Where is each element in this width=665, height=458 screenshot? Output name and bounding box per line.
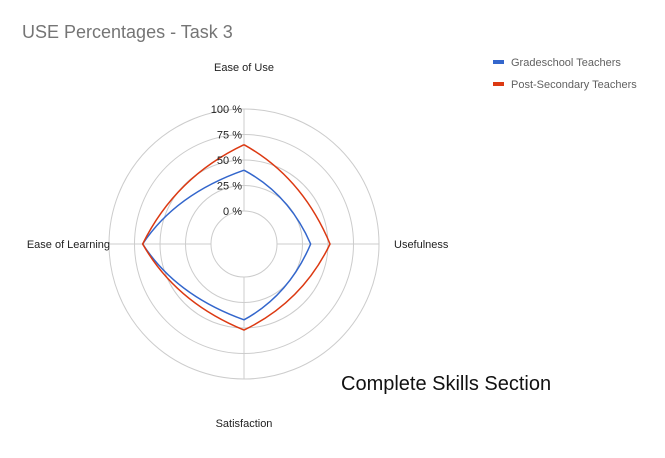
tick-label-3: 75 %: [217, 130, 242, 142]
series-layer: [141, 144, 331, 331]
legend-item-post-secondary[interactable]: Post-Secondary Teachers: [493, 79, 637, 91]
legend-swatch-gradeschool: [493, 60, 504, 64]
axis-labels: Ease of Use Usefulness Satisfaction Ease of…: [27, 62, 449, 430]
series-line-1: [141, 144, 331, 331]
axis-label-ease-of-use: Ease of Use: [214, 62, 274, 74]
legend-item-gradeschool[interactable]: Gradeschool Teachers: [493, 57, 621, 69]
axis-label-ease-of-learning: Ease of Learning: [27, 239, 110, 251]
legend-swatch-post-secondary: [493, 82, 504, 86]
tick-label-4: 100 %: [211, 104, 242, 116]
axis-label-usefulness: Usefulness: [394, 239, 449, 251]
annotation-text: Complete Skills Section: [341, 373, 551, 395]
tick-label-1: 25 %: [217, 181, 242, 193]
chart-title: USE Percentages - Task 3: [22, 22, 233, 42]
tick-label-0: 0 %: [223, 206, 242, 218]
legend-label-gradeschool: Gradeschool Teachers: [511, 57, 621, 69]
tick-label-2: 50 %: [217, 155, 242, 167]
legend[interactable]: Gradeschool Teachers Post-Secondary Teac…: [493, 57, 637, 91]
axis-label-satisfaction: Satisfaction: [216, 418, 273, 430]
series-line-0: [141, 169, 312, 321]
grid: [108, 108, 380, 380]
tick-labels: 0 % 25 % 50 % 75 % 100 %: [211, 104, 242, 218]
legend-label-post-secondary: Post-Secondary Teachers: [511, 79, 637, 91]
grid-ring-0: [210, 210, 278, 278]
